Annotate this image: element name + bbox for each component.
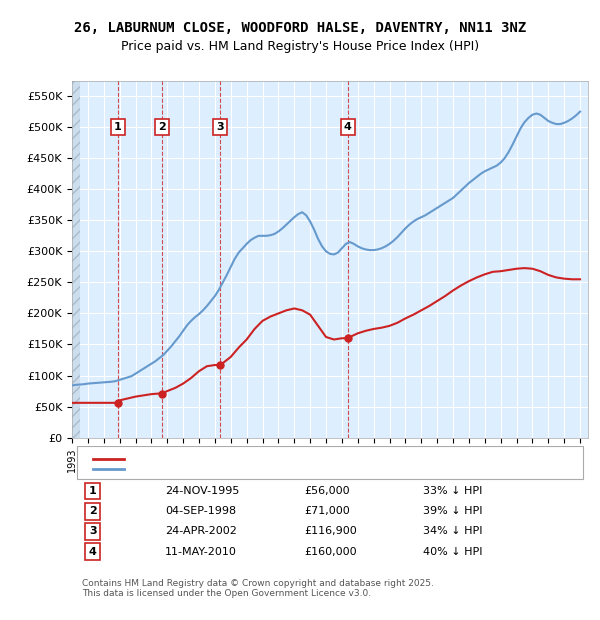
Text: £160,000: £160,000 — [304, 547, 357, 557]
Text: 1: 1 — [89, 486, 97, 496]
Text: 26, LABURNUM CLOSE, WOODFORD HALSE, DAVENTRY, NN11 3NZ: 26, LABURNUM CLOSE, WOODFORD HALSE, DAVE… — [74, 21, 526, 35]
Text: 4: 4 — [344, 122, 352, 132]
Text: 04-SEP-1998: 04-SEP-1998 — [165, 506, 236, 516]
FancyBboxPatch shape — [77, 446, 583, 479]
Text: 40% ↓ HPI: 40% ↓ HPI — [423, 547, 482, 557]
Text: 26, LABURNUM CLOSE, WOODFORD HALSE, DAVENTRY, NN11 3NZ (detached house): 26, LABURNUM CLOSE, WOODFORD HALSE, DAVE… — [134, 454, 548, 464]
Bar — [72, 81, 80, 438]
Text: 33% ↓ HPI: 33% ↓ HPI — [423, 486, 482, 496]
Text: 34% ↓ HPI: 34% ↓ HPI — [423, 526, 482, 536]
Text: 2: 2 — [158, 122, 166, 132]
Text: £56,000: £56,000 — [304, 486, 350, 496]
Text: £116,900: £116,900 — [304, 526, 357, 536]
Text: 3: 3 — [216, 122, 224, 132]
Text: 24-APR-2002: 24-APR-2002 — [165, 526, 237, 536]
Text: 11-MAY-2010: 11-MAY-2010 — [165, 547, 237, 557]
Text: Contains HM Land Registry data © Crown copyright and database right 2025.
This d: Contains HM Land Registry data © Crown c… — [82, 579, 434, 598]
Text: HPI: Average price, detached house, West Northamptonshire: HPI: Average price, detached house, West… — [134, 464, 431, 474]
Text: 24-NOV-1995: 24-NOV-1995 — [165, 486, 239, 496]
Text: 1: 1 — [114, 122, 122, 132]
Text: 3: 3 — [89, 526, 97, 536]
Text: 4: 4 — [89, 547, 97, 557]
Text: 2: 2 — [89, 506, 97, 516]
Text: £71,000: £71,000 — [304, 506, 350, 516]
Text: 39% ↓ HPI: 39% ↓ HPI — [423, 506, 482, 516]
Text: Price paid vs. HM Land Registry's House Price Index (HPI): Price paid vs. HM Land Registry's House … — [121, 40, 479, 53]
